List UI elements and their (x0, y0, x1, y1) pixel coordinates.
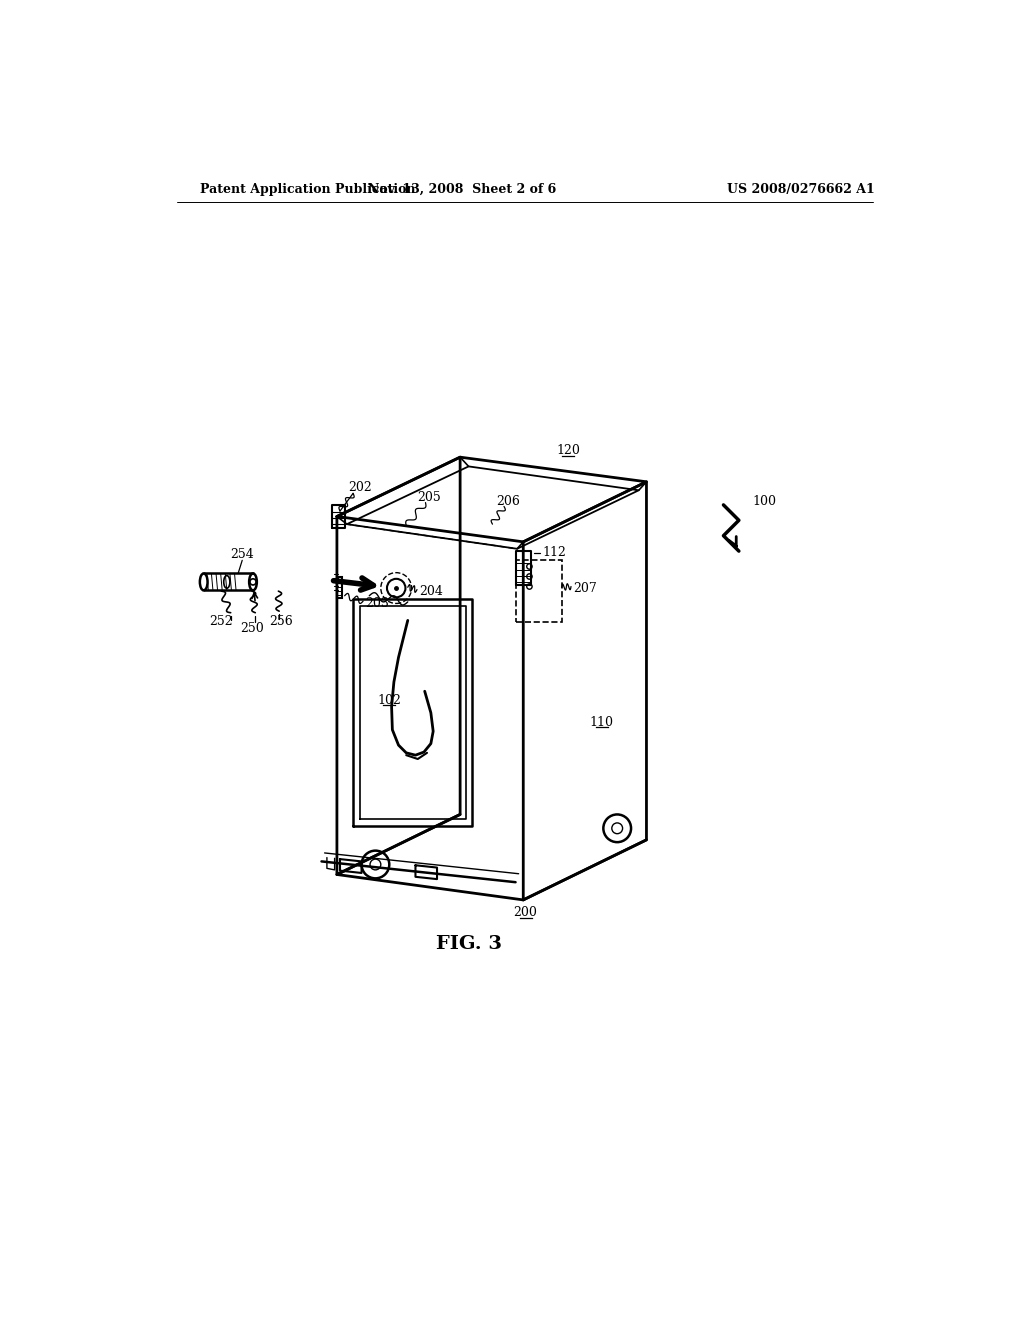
Text: 202: 202 (348, 480, 372, 494)
Text: Nov. 13, 2008  Sheet 2 of 6: Nov. 13, 2008 Sheet 2 of 6 (368, 182, 556, 195)
Text: 252: 252 (210, 615, 233, 628)
Text: Patent Application Publication: Patent Application Publication (200, 182, 416, 195)
Text: FIG. 3: FIG. 3 (436, 935, 503, 953)
Text: 200: 200 (514, 907, 538, 920)
Text: 102: 102 (377, 694, 401, 708)
Text: 100: 100 (753, 495, 777, 508)
Text: 207: 207 (573, 582, 597, 594)
Text: 112: 112 (543, 546, 566, 560)
Text: 203: 203 (366, 597, 389, 610)
Text: 205: 205 (418, 491, 441, 504)
Text: 256: 256 (269, 615, 293, 628)
Text: 206: 206 (496, 495, 520, 508)
Text: 250: 250 (241, 622, 264, 635)
Bar (515, 560, 562, 622)
Text: US 2008/0276662 A1: US 2008/0276662 A1 (727, 182, 876, 195)
Text: 254: 254 (230, 548, 254, 561)
Text: 110: 110 (590, 715, 613, 729)
Text: 120: 120 (556, 445, 580, 458)
Bar (337, 577, 342, 598)
Text: 204: 204 (419, 585, 443, 598)
